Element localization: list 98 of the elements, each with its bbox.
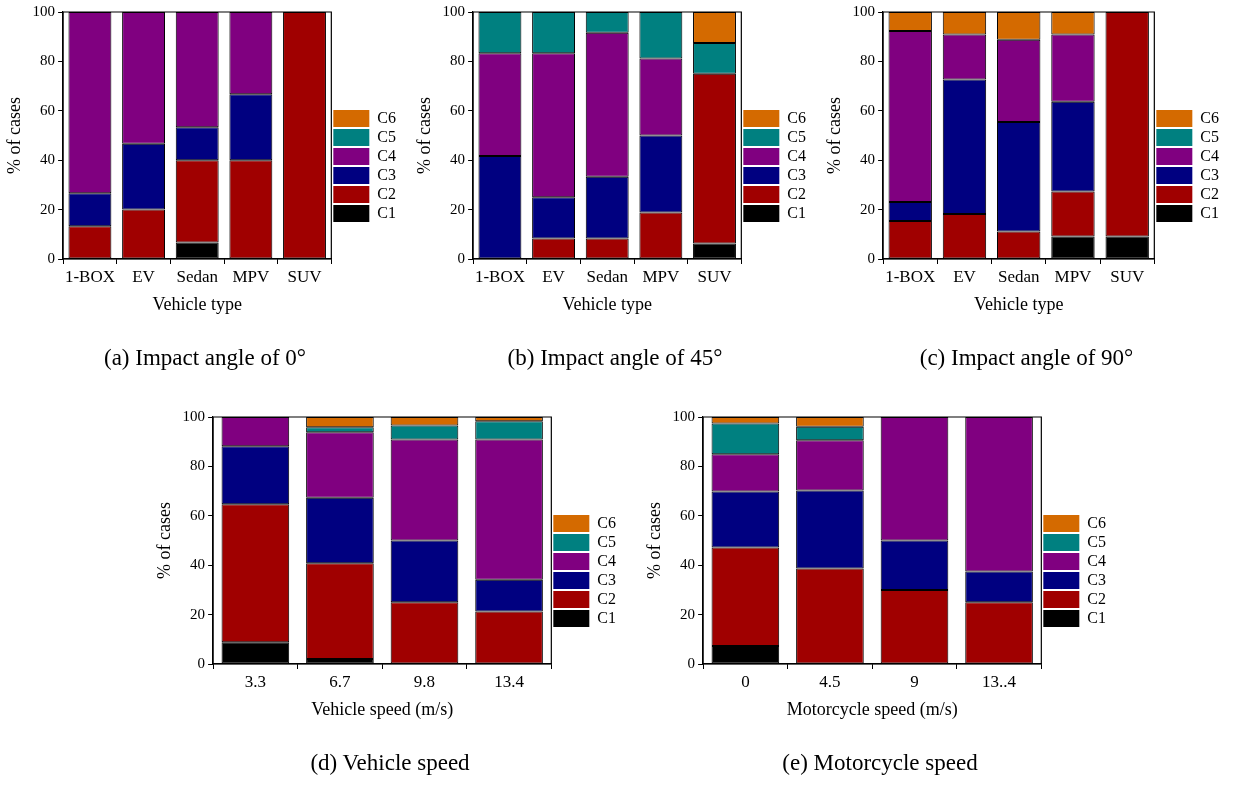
legend-label: C2 — [597, 589, 616, 607]
x-tick-label: SUV — [287, 266, 323, 286]
legend-label: C4 — [1087, 551, 1106, 569]
legend-label: C4 — [377, 146, 396, 164]
text: (b) Impact angle of 45° — [506, 345, 724, 371]
legend-label: C5 — [787, 127, 806, 145]
text: (d) Vehicle speed — [309, 750, 471, 776]
y-tick-label: 80 — [40, 52, 56, 69]
y-axis-title: % of cases — [413, 97, 434, 174]
legend-label: C2 — [1087, 589, 1106, 607]
x-tick-label: 9.8 — [413, 671, 436, 691]
x-tick-label: Sedan — [997, 266, 1040, 286]
y-tick-label: 60 — [450, 101, 466, 118]
y-tick-label: 20 — [450, 200, 466, 217]
legend-label: C6 — [377, 108, 396, 126]
y-tick-label: 20 — [860, 200, 876, 217]
y-tick-label: 0 — [457, 249, 466, 266]
x-tick-label: 6.7 — [329, 671, 352, 691]
legend-label: C6 — [597, 513, 616, 531]
legend-label: C4 — [787, 146, 806, 164]
x-axis-title: Vehicle speed (m/s) — [311, 698, 454, 720]
text: (a) Impact angle of 0° — [102, 345, 308, 371]
y-tick-label: 100 — [672, 407, 696, 424]
y-tick-label: 20 — [190, 605, 206, 622]
y-tick-label: 80 — [680, 457, 696, 474]
y-tick-label: 40 — [860, 151, 876, 168]
legend-label: C2 — [377, 184, 396, 202]
y-axis-title: % of cases — [643, 502, 664, 579]
x-tick-label: 9 — [910, 671, 919, 691]
y-tick-label: 60 — [190, 506, 206, 523]
legend-label: C1 — [377, 203, 396, 221]
legend-label: C6 — [787, 108, 806, 126]
x-axis-title: Vehicle type — [152, 293, 242, 314]
y-tick-label: 60 — [40, 101, 56, 118]
legend-label: C4 — [597, 551, 616, 569]
x-axis-title: Motorcycle speed (m/s) — [786, 698, 958, 720]
legend-label: C3 — [597, 570, 616, 588]
x-tick-label: Sedan — [586, 266, 629, 286]
x-tick-label: EV — [542, 266, 566, 286]
x-tick-label: 1-BOX — [885, 266, 936, 286]
y-tick-label: 100 — [32, 2, 56, 19]
x-tick-label: MPV — [1054, 266, 1093, 286]
x-tick-label: SUV — [697, 266, 733, 286]
y-axis-title: % of cases — [823, 97, 844, 174]
legend-label: C3 — [787, 165, 806, 183]
legend-label: C3 — [1200, 165, 1219, 183]
y-tick-label: 60 — [860, 101, 876, 118]
x-tick-label: MPV — [642, 266, 680, 286]
y-tick-label: 40 — [190, 556, 206, 573]
y-tick-label: 0 — [687, 654, 696, 671]
y-tick-label: 80 — [450, 52, 466, 69]
x-axis-title: Vehicle type — [562, 293, 652, 314]
legend-label: C4 — [1200, 146, 1219, 164]
legend-label: C5 — [1087, 532, 1106, 550]
x-tick-label: 1-BOX — [474, 266, 525, 286]
y-axis-title: % of cases — [3, 97, 24, 174]
legend-label: C1 — [1087, 608, 1106, 626]
x-tick-label: 0 — [741, 671, 750, 691]
legend-label: C6 — [1200, 108, 1219, 126]
legend-label: C3 — [377, 165, 396, 183]
text: (e) Motorcycle speed — [781, 750, 979, 776]
legend-label: C2 — [787, 184, 806, 202]
y-tick-label: 20 — [40, 200, 56, 217]
x-tick-label: EV — [132, 266, 156, 286]
y-tick-label: 20 — [680, 605, 696, 622]
x-tick-label: SUV — [1110, 266, 1145, 286]
text: (c) Impact angle of 90° — [918, 345, 1135, 371]
y-tick-label: 100 — [852, 2, 876, 19]
y-tick-label: 100 — [442, 2, 466, 19]
x-tick-label: 13.4 — [494, 671, 525, 691]
x-tick-label: Sedan — [176, 266, 219, 286]
x-tick-label: EV — [953, 266, 977, 286]
x-tick-label: 1-BOX — [64, 266, 115, 286]
legend-label: C1 — [597, 608, 616, 626]
y-tick-label: 0 — [197, 654, 206, 671]
legend-label: C5 — [1200, 127, 1219, 145]
y-tick-label: 40 — [450, 151, 466, 168]
y-tick-label: 80 — [190, 457, 206, 474]
x-tick-label: 13..4 — [982, 671, 1017, 691]
legend-label: C5 — [597, 532, 616, 550]
legend-label: C2 — [1200, 184, 1219, 202]
x-tick-label: 3.3 — [244, 671, 266, 691]
legend-label: C6 — [1087, 513, 1106, 531]
y-axis-title: % of cases — [153, 502, 174, 579]
legend-label: C5 — [377, 127, 396, 145]
y-tick-label: 0 — [867, 249, 876, 266]
y-tick-label: 60 — [680, 506, 696, 523]
legend-label: C3 — [1087, 570, 1106, 588]
legend-label: C1 — [1200, 203, 1219, 221]
x-axis-title: Vehicle type — [973, 293, 1064, 314]
x-tick-label: MPV — [232, 266, 270, 286]
legend-label: C1 — [787, 203, 806, 221]
y-tick-label: 0 — [47, 249, 56, 266]
y-tick-label: 80 — [860, 52, 876, 69]
y-tick-label: 100 — [182, 407, 206, 424]
y-tick-label: 40 — [680, 556, 696, 573]
y-tick-label: 40 — [40, 151, 56, 168]
x-tick-label: 4.5 — [819, 671, 841, 691]
